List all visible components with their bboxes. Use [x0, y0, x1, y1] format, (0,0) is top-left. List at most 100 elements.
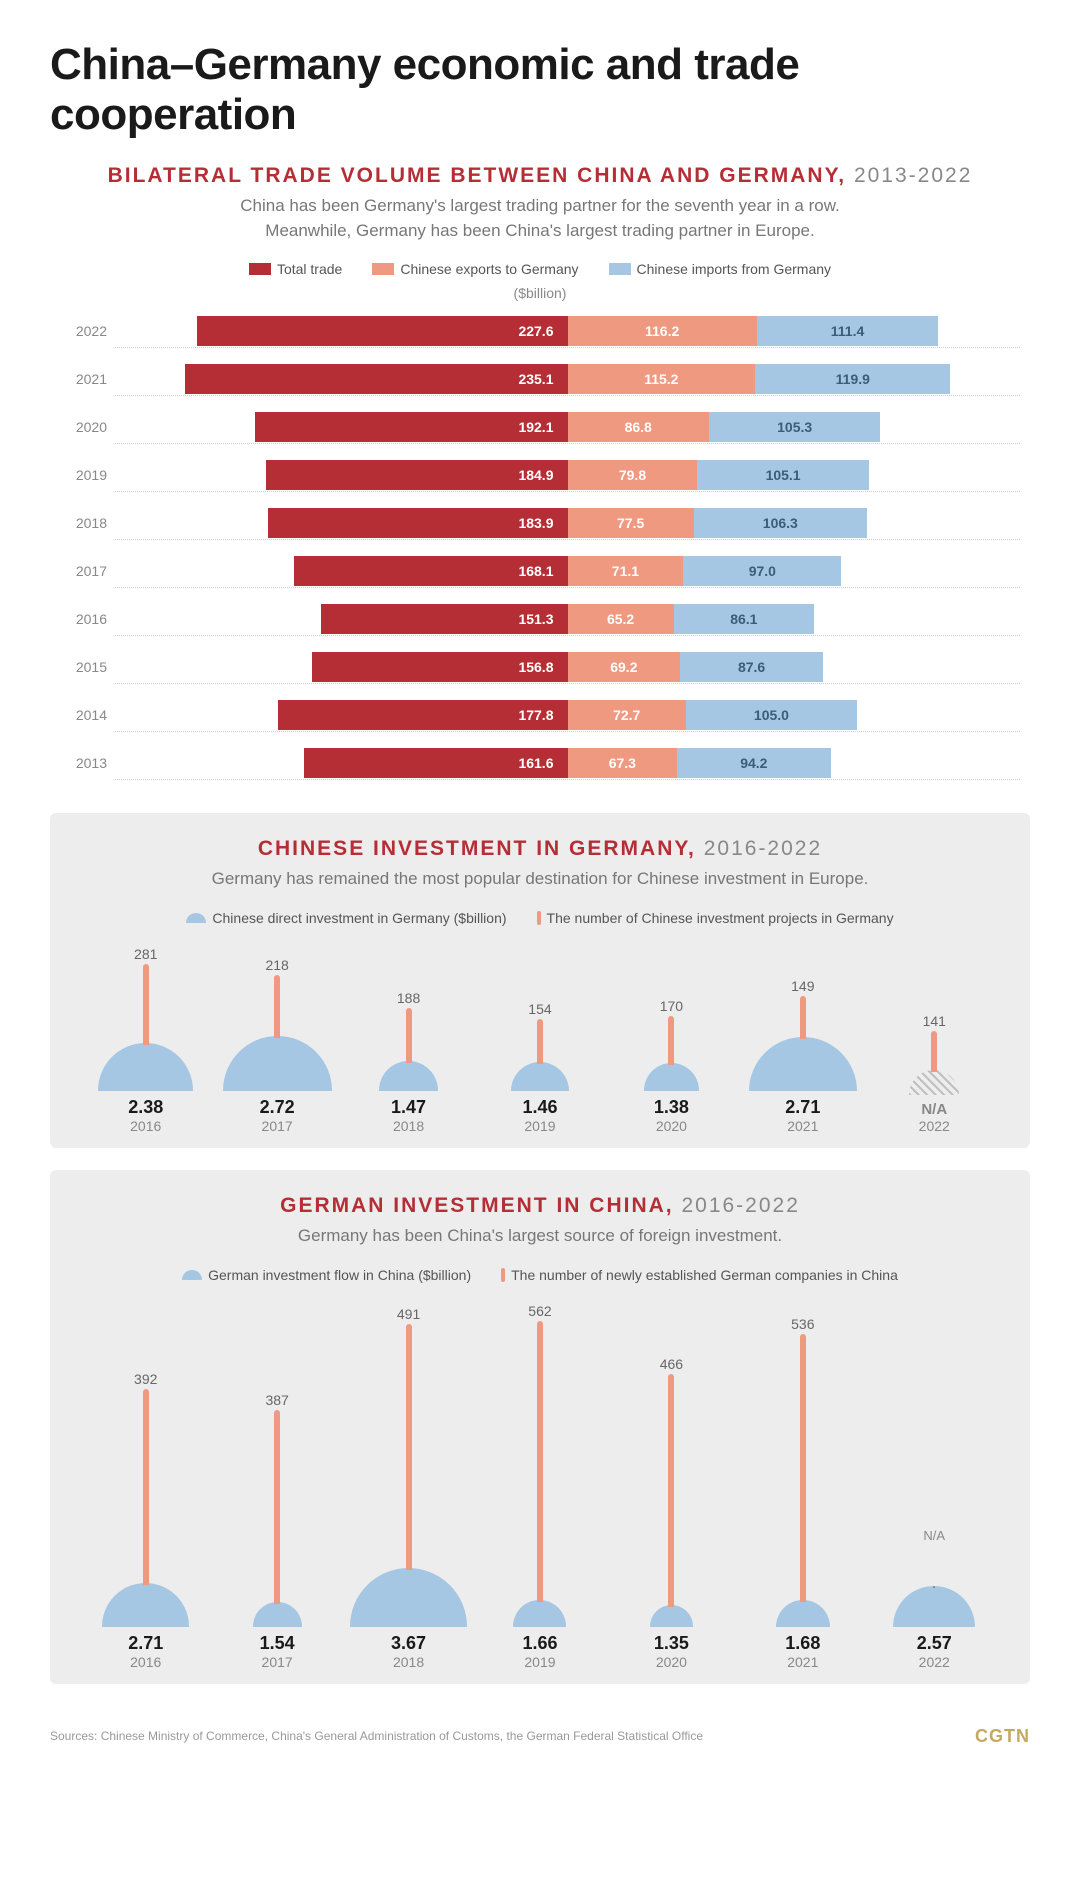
- spike: 281: [134, 946, 157, 1045]
- spike: 536: [791, 1316, 814, 1602]
- bar-exports: 86.8: [568, 412, 709, 442]
- gic-legend: German investment flow in China ($billio…: [76, 1267, 1004, 1283]
- bar-imports: 119.9: [755, 364, 950, 394]
- bar-year: 2014: [60, 707, 115, 723]
- bar-exports: 115.2: [568, 364, 756, 394]
- bar-year: 2019: [60, 467, 115, 483]
- trade-legend: Total trade Chinese exports to Germany Chi…: [50, 261, 1030, 277]
- bar-exports: 69.2: [568, 652, 681, 682]
- trade-title: BILATERAL TRADE VOLUME BETWEEN CHINA AND…: [50, 164, 1030, 188]
- dome-column: 281 2.38 2016: [80, 946, 211, 1134]
- amount-label: 1.35: [654, 1633, 689, 1654]
- amount-label: 1.54: [260, 1633, 295, 1654]
- bar-year: 2021: [60, 371, 115, 387]
- bar-row: 2020 192.1 86.8 105.3: [60, 407, 1020, 447]
- cig-legend: Chinese direct investment in Germany ($b…: [76, 910, 1004, 926]
- dome-column: 170 1.38 2020: [606, 998, 737, 1134]
- spike: 466: [660, 1356, 683, 1607]
- dome-column: 149 2.71 2021: [737, 978, 868, 1134]
- bar-row: 2021 235.1 115.2 119.9: [60, 359, 1020, 399]
- spike: 218: [265, 957, 288, 1038]
- dome-column: 562 1.66 2019: [474, 1303, 605, 1670]
- legend-item: Chinese exports to Germany: [372, 261, 578, 277]
- amount-label: 1.66: [522, 1633, 557, 1654]
- amount-label: 3.67: [391, 1633, 426, 1654]
- bar-exports: 116.2: [568, 316, 757, 346]
- dome: [350, 1568, 467, 1627]
- bar-total: 235.1: [185, 364, 568, 394]
- bar-row: 2013 161.6 67.3 94.2: [60, 743, 1020, 783]
- year-label: 2018: [393, 1118, 424, 1134]
- bar-total: 184.9: [266, 460, 567, 490]
- trade-unit: ($billion): [50, 285, 1030, 301]
- china-in-germany-panel: CHINESE INVESTMENT IN GERMANY, 2016-2022…: [50, 813, 1030, 1148]
- dome-column: 387 1.54 2017: [211, 1392, 342, 1670]
- bar-imports: 105.3: [709, 412, 881, 442]
- dome: [513, 1600, 566, 1627]
- dome: [98, 1043, 193, 1091]
- bar-row: 2018 183.9 77.5 106.3: [60, 503, 1020, 543]
- bar-exports: 77.5: [568, 508, 694, 538]
- dome-column: 188 1.47 2018: [343, 990, 474, 1134]
- bar-year: 2020: [60, 419, 115, 435]
- bar-imports: 106.3: [694, 508, 867, 538]
- sources-text: Sources: Chinese Ministry of Commerce, C…: [50, 1729, 703, 1743]
- bar-imports: 94.2: [677, 748, 830, 778]
- bar-row: 2015 156.8 69.2 87.6: [60, 647, 1020, 687]
- year-label: 2020: [656, 1654, 687, 1670]
- spike: 170: [660, 998, 683, 1065]
- bar-year: 2016: [60, 611, 115, 627]
- dome-column: 218 2.72 2017: [211, 957, 342, 1134]
- bar-exports: 67.3: [568, 748, 678, 778]
- bar-exports: 65.2: [568, 604, 674, 634]
- spike: 562: [528, 1303, 551, 1602]
- bar-row: 2019 184.9 79.8 105.1: [60, 455, 1020, 495]
- bar-year: 2015: [60, 659, 115, 675]
- cig-subtitle: Germany has remained the most popular de…: [76, 867, 1004, 892]
- gic-chart: 392 2.71 2016 387 1.54 2017 491 3.67 201…: [76, 1303, 1004, 1670]
- amount-label: 2.71: [785, 1097, 820, 1118]
- trade-bar-chart: 2022 227.6 116.2 111.4 2021 235.1 115.2 …: [60, 311, 1020, 783]
- dome: [223, 1036, 332, 1091]
- dome-column: 154 1.46 2019: [474, 1001, 605, 1134]
- dome-column: 141 N/A 2022: [869, 1013, 1000, 1134]
- year-label: 2021: [787, 1118, 818, 1134]
- bar-imports: 97.0: [683, 556, 841, 586]
- dome-column: 536 1.68 2021: [737, 1316, 868, 1670]
- footer: Sources: Chinese Ministry of Commerce, C…: [0, 1726, 1080, 1747]
- dome-column: N/A 2.57 2022: [869, 1584, 1000, 1670]
- year-label: 2020: [656, 1118, 687, 1134]
- bar-imports: 87.6: [680, 652, 823, 682]
- year-label: 2019: [524, 1654, 555, 1670]
- dome-column: 392 2.71 2016: [80, 1371, 211, 1670]
- bar-total: 227.6: [197, 316, 568, 346]
- dome: [253, 1602, 302, 1627]
- spike: 491: [397, 1306, 420, 1570]
- trade-section: BILATERAL TRADE VOLUME BETWEEN CHINA AND…: [50, 164, 1030, 783]
- amount-label: 2.38: [128, 1097, 163, 1118]
- amount-label: 2.57: [917, 1633, 952, 1654]
- year-label: 2022: [919, 1654, 950, 1670]
- year-label: 2016: [130, 1654, 161, 1670]
- main-title: China–Germany economic and trade coopera…: [50, 40, 1030, 140]
- amount-label: 1.38: [654, 1097, 689, 1118]
- cig-title: CHINESE INVESTMENT IN GERMANY, 2016-2022: [76, 837, 1004, 861]
- bar-imports: 86.1: [674, 604, 814, 634]
- legend-item: Chinese imports from Germany: [609, 261, 832, 277]
- spike: 188: [397, 990, 420, 1063]
- dome: [909, 1070, 959, 1095]
- legend-item: Chinese direct investment in Germany ($b…: [186, 910, 506, 926]
- legend-item: German investment flow in China ($billio…: [182, 1267, 471, 1283]
- trade-subtitle: China has been Germany's largest trading…: [50, 194, 1030, 243]
- bar-exports: 72.7: [568, 700, 686, 730]
- legend-item: Total trade: [249, 261, 342, 277]
- bar-total: 156.8: [312, 652, 567, 682]
- spike: 149: [791, 978, 814, 1039]
- year-label: 2017: [262, 1654, 293, 1670]
- bar-total: 192.1: [255, 412, 568, 442]
- dome: [379, 1061, 438, 1091]
- spike: 392: [134, 1371, 157, 1585]
- amount-label: N/A: [921, 1101, 947, 1118]
- bar-row: 2016 151.3 65.2 86.1: [60, 599, 1020, 639]
- cig-chart: 281 2.38 2016 218 2.72 2017 188 1.47 201…: [76, 946, 1004, 1134]
